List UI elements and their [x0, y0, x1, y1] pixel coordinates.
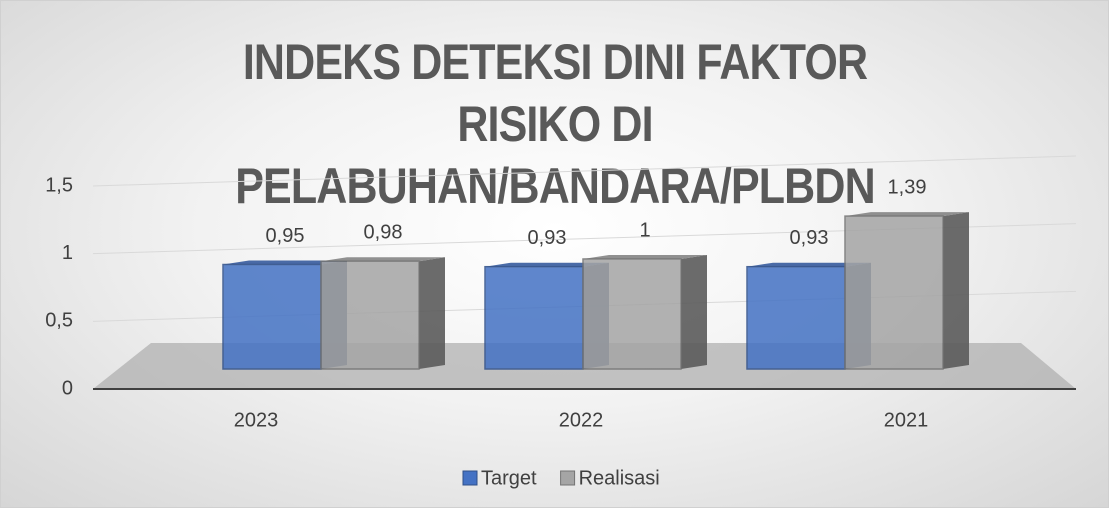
- bar: [582, 255, 707, 370]
- chart-title: INDEKS DETEKSI DINI FAKTOR RISIKO DI PEL…: [235, 34, 875, 214]
- bar-front: [222, 263, 322, 370]
- bar-top: [485, 262, 609, 267]
- bar: [844, 212, 969, 370]
- bar-front: [746, 265, 846, 370]
- bar-top: [747, 262, 871, 267]
- y-tick-label: 0,5: [45, 310, 73, 332]
- data-label: 0,98: [364, 221, 403, 243]
- bar-top: [845, 212, 969, 217]
- bar-front: [582, 258, 682, 370]
- bar-side: [419, 257, 445, 369]
- data-label: 0,93: [528, 227, 567, 249]
- x-tick-label: 2022: [559, 409, 604, 431]
- bar-side: [681, 255, 707, 369]
- legend-label: Realisasi: [579, 467, 660, 489]
- bar-side: [943, 212, 969, 369]
- data-label: 1: [639, 219, 650, 241]
- y-tick-label: 1: [62, 242, 73, 264]
- data-label: 0,95: [266, 225, 305, 247]
- x-tick-label: 2021: [884, 409, 929, 431]
- bar: [320, 257, 445, 370]
- x-tick-label: 2023: [234, 409, 279, 431]
- legend-swatch: [560, 470, 576, 486]
- data-label: 1,39: [888, 176, 927, 198]
- bar-front: [320, 260, 420, 370]
- y-tick-label: 1,5: [45, 174, 73, 196]
- bar-top: [583, 255, 707, 259]
- legend-swatch: [462, 470, 478, 486]
- data-label: 0,93: [790, 227, 829, 249]
- bar-front: [844, 215, 944, 370]
- y-tick-label: 0: [62, 377, 73, 399]
- legend-label: Target: [481, 467, 537, 489]
- bar-top: [321, 257, 445, 262]
- bar-front: [484, 265, 584, 370]
- bar-top: [223, 260, 347, 265]
- grid-line: [92, 155, 1077, 187]
